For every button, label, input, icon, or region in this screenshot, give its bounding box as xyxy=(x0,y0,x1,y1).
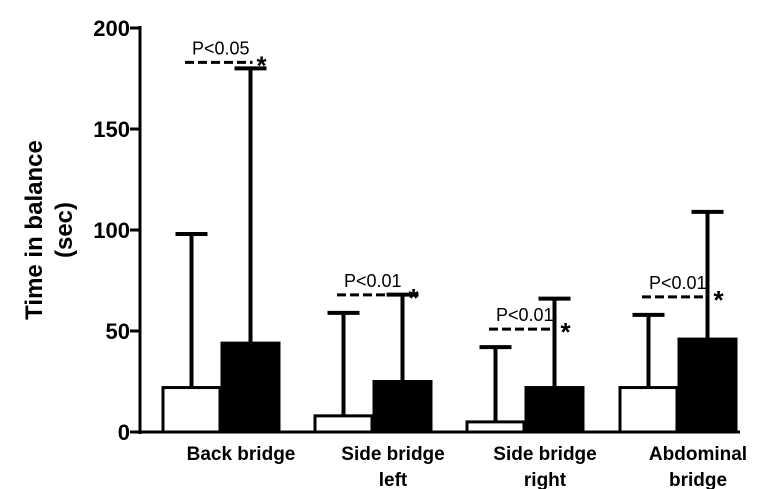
bar xyxy=(465,420,526,434)
p-value-label: P<0.01 xyxy=(344,271,402,291)
y-axis-title: Time in balance (sec) xyxy=(21,140,78,320)
category-label-line: Side bridge xyxy=(493,444,596,465)
p-value-label: P<0.01 xyxy=(649,273,707,293)
x-axis-labels: Back bridge Side bridge left Side bridge rig… xyxy=(187,444,747,489)
bar xyxy=(524,386,585,434)
category-label-line: Back bridge xyxy=(187,444,296,465)
p-value-label: P<0.05 xyxy=(192,38,250,58)
category-label-line: bridge xyxy=(669,470,727,489)
y-axis-title-line: Time in balance xyxy=(21,140,48,320)
category-label-line: Side bridge xyxy=(341,444,444,465)
y-tick-label: 50 xyxy=(106,319,130,344)
significance-star: * xyxy=(409,283,420,313)
y-tick-label: 150 xyxy=(93,117,130,142)
significance-annotations: P<0.05 * P<0.01 * P<0.01 * P<0.01 * xyxy=(185,38,725,347)
category-label: Abdominal bridge xyxy=(649,444,747,489)
bar xyxy=(372,380,433,434)
y-tick-label: 100 xyxy=(93,218,130,243)
y-axis: 0 50 100 150 200 xyxy=(93,16,740,445)
y-axis-title-line: (sec) xyxy=(51,202,78,258)
y-tick-label: 200 xyxy=(93,16,130,41)
bars xyxy=(161,66,738,434)
category-label: Back bridge xyxy=(187,444,296,465)
bar xyxy=(161,386,222,434)
category-label: Side bridge right xyxy=(493,444,596,489)
category-label-line: right xyxy=(524,470,567,489)
significance-star: * xyxy=(257,50,268,80)
bar xyxy=(313,414,374,434)
p-value-label: P<0.01 xyxy=(496,305,554,325)
bar xyxy=(220,341,281,434)
category-label-line: Abdominal xyxy=(649,444,747,465)
category-label-line: left xyxy=(379,470,408,489)
bar xyxy=(618,386,679,434)
significance-star: * xyxy=(714,285,725,315)
bar xyxy=(677,337,738,434)
y-tick-label: 0 xyxy=(118,420,130,445)
category-label: Side bridge left xyxy=(341,444,444,489)
y-axis-title-text: Time in balance (sec) xyxy=(21,140,78,320)
significance-star: * xyxy=(561,317,572,347)
